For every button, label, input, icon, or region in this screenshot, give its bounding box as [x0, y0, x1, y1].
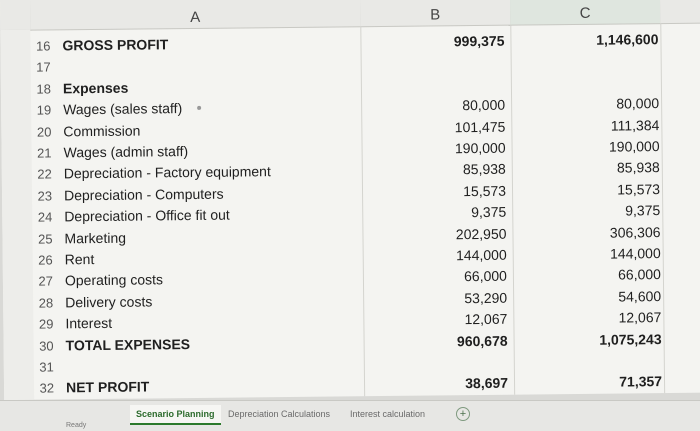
row-number[interactable]: 20 [36, 124, 52, 140]
cell-b[interactable]: 190,000 [454, 139, 506, 157]
row-number[interactable]: 25 [37, 231, 53, 247]
cell-a[interactable]: NET PROFIT [65, 378, 150, 396]
column-header-a[interactable]: A [29, 0, 362, 31]
cell-c[interactable]: 1,146,600 [596, 31, 659, 48]
cell-b[interactable]: 15,573 [463, 182, 507, 199]
row-number[interactable]: 19 [36, 102, 52, 118]
cell-b[interactable]: 80,000 [462, 96, 506, 114]
cell-b[interactable]: 66,000 [464, 268, 508, 285]
cell-c[interactable]: 54,600 [618, 287, 662, 305]
row-number[interactable]: 21 [37, 145, 52, 161]
cursor-dot [197, 106, 202, 111]
cell-c[interactable]: 144,000 [609, 245, 661, 262]
cell-c[interactable]: 66,000 [618, 266, 661, 283]
sheet-tab-bar: Scenario Planning Depreciation Calculati… [0, 400, 700, 431]
cell-a[interactable]: TOTAL EXPENSES [65, 335, 191, 353]
cell-c[interactable]: 1,075,243 [599, 330, 662, 348]
cell-c[interactable]: 12,067 [618, 309, 662, 326]
cell-a[interactable]: Wages (admin staff) [63, 143, 189, 161]
column-header-b[interactable]: B [359, 0, 512, 28]
row-number[interactable]: 22 [37, 166, 52, 183]
row-number[interactable]: 17 [36, 59, 51, 76]
row-number[interactable]: 28 [38, 295, 54, 311]
cell-a[interactable]: Wages (sales staff) [63, 100, 183, 118]
cell-a[interactable]: Marketing [64, 229, 127, 246]
cell-b[interactable]: 53,290 [464, 289, 508, 306]
cell-b[interactable]: 999,375 [453, 32, 505, 50]
cell-c[interactable]: 111,384 [610, 116, 660, 134]
row-number[interactable]: 32 [39, 380, 55, 396]
row-number[interactable]: 27 [38, 273, 54, 290]
tab-interest-calculation[interactable]: Interest calculation [350, 409, 426, 419]
cell-c[interactable]: 85,938 [616, 159, 660, 176]
cell-c[interactable]: 80,000 [616, 95, 660, 112]
cell-a[interactable]: Commission [63, 122, 141, 139]
row-number[interactable]: 18 [36, 81, 52, 97]
spreadsheet-grid: A B C 16 GROSS PROFIT 999,375 1,146,600 17 18… [0, 0, 700, 417]
cell-c[interactable]: 190,000 [608, 138, 660, 155]
column-header-d[interactable] [659, 0, 700, 25]
cell-b[interactable]: 12,067 [464, 310, 508, 328]
tab-scenario-planning[interactable]: Scenario Planning [130, 405, 221, 425]
cell-a[interactable]: Interest [65, 315, 113, 332]
cell-c[interactable]: 15,573 [617, 180, 661, 198]
cell-a[interactable]: Depreciation - Office fit out [64, 206, 230, 225]
cell-a[interactable]: Delivery costs [65, 293, 153, 311]
cell-a[interactable]: Depreciation - Computers [63, 185, 224, 204]
add-sheet-button[interactable]: + [456, 407, 470, 421]
row-number[interactable]: 24 [37, 209, 53, 225]
cell-b[interactable]: 38,697 [465, 375, 509, 392]
cell-c[interactable]: 306,306 [609, 223, 661, 241]
status-text: Ready [66, 422, 87, 429]
row-number[interactable]: 30 [39, 338, 54, 354]
cell-b[interactable]: 960,678 [456, 332, 508, 349]
cell-b[interactable]: 101,475 [454, 118, 506, 135]
row-number[interactable]: 29 [38, 316, 54, 332]
cell-c[interactable]: 71,357 [619, 373, 663, 390]
cell-a[interactable]: Rent [64, 251, 95, 268]
row-number[interactable]: 23 [37, 188, 53, 204]
tab-depreciation-calculations[interactable]: Depreciation Calculations [228, 409, 331, 419]
cell-a[interactable]: Depreciation - Factory equipment [63, 163, 271, 182]
row-number[interactable]: 26 [38, 252, 53, 268]
cell-a[interactable]: Operating costs [64, 271, 164, 289]
cell-a[interactable]: Expenses [62, 79, 129, 97]
row-number[interactable]: 16 [35, 38, 51, 54]
select-all-corner[interactable] [0, 0, 32, 31]
row-number[interactable]: 31 [39, 359, 54, 375]
cell-c[interactable]: 9,375 [625, 202, 661, 219]
cell-b[interactable]: 144,000 [456, 246, 507, 264]
cell-b[interactable]: 9,375 [471, 203, 507, 221]
cell-b[interactable]: 202,950 [455, 225, 507, 242]
column-header-c[interactable]: C [509, 0, 662, 26]
cell-a[interactable]: GROSS PROFIT [62, 36, 169, 54]
cell-b[interactable]: 85,938 [462, 161, 506, 178]
